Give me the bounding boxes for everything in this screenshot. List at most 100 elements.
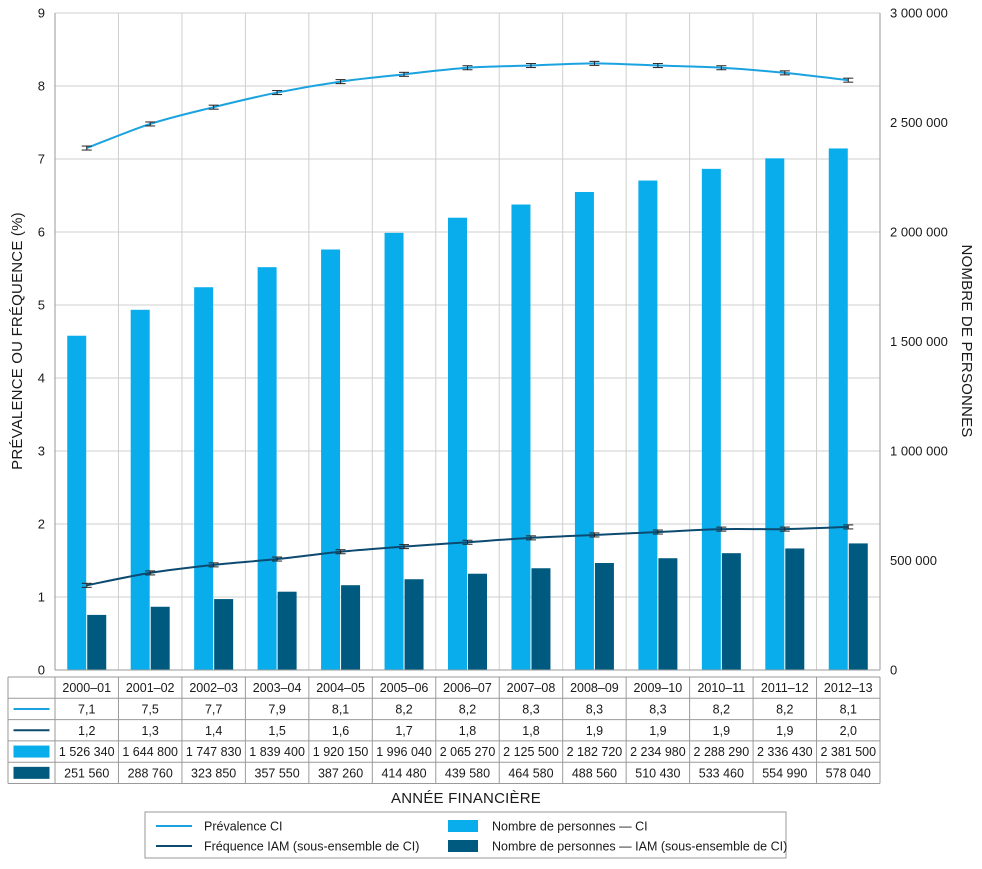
x-tick-label: 2002–03 — [189, 681, 238, 695]
y-left-tick-label: 0 — [38, 663, 45, 678]
x-tick-label: 2004–05 — [316, 681, 365, 695]
gridlines — [54, 12, 881, 671]
x-tick-label: 2003–04 — [253, 681, 302, 695]
bar — [721, 553, 741, 670]
data-label: 8,1 — [332, 702, 349, 716]
data-label: 1,3 — [141, 724, 158, 738]
data-label: 1,5 — [268, 724, 285, 738]
y-left-tick-label: 4 — [38, 371, 45, 386]
legend-swatch — [448, 820, 478, 832]
data-label: 414 480 — [381, 766, 426, 780]
bar — [194, 287, 214, 670]
bar — [765, 158, 785, 670]
bar — [257, 267, 277, 670]
legend-swatch — [448, 840, 478, 852]
y-right-tick-label: 1 000 000 — [890, 444, 948, 459]
bar — [277, 591, 297, 670]
data-label: 464 580 — [508, 766, 553, 780]
bar — [468, 573, 487, 670]
bar — [448, 217, 467, 670]
bar — [785, 548, 805, 670]
data-label: 488 560 — [572, 766, 617, 780]
y-left-tick-label: 2 — [38, 517, 45, 532]
data-label: 1,4 — [205, 724, 222, 738]
bar — [531, 568, 551, 670]
y-right-tick-label: 0 — [890, 663, 897, 678]
y-left-tick-label: 1 — [38, 590, 45, 605]
data-label: 8,2 — [776, 702, 793, 716]
x-tick-label: 2000–01 — [62, 681, 111, 695]
y-left-tick-label: 6 — [38, 225, 45, 240]
data-label: 8,2 — [395, 702, 412, 716]
data-label: 1,2 — [78, 724, 95, 738]
y-left-tick-label: 5 — [38, 298, 45, 313]
data-label: 1 839 400 — [249, 745, 305, 759]
series-line — [86, 62, 849, 149]
bar — [87, 614, 107, 670]
bar — [150, 606, 170, 670]
data-label: 323 850 — [191, 766, 236, 780]
data-label: 1,9 — [776, 724, 793, 738]
data-label: 1,9 — [586, 724, 603, 738]
y-right-tick-label: 500 000 — [890, 553, 937, 568]
data-label: 1,8 — [459, 724, 476, 738]
bar — [321, 249, 341, 670]
data-label: 8,2 — [713, 702, 730, 716]
data-label: 510 430 — [635, 766, 680, 780]
data-label: 387 260 — [318, 766, 363, 780]
data-label: 2 182 720 — [567, 745, 623, 759]
data-label: 2 065 270 — [440, 745, 496, 759]
data-label: 357 550 — [255, 766, 300, 780]
bar — [828, 148, 848, 670]
data-label: 288 760 — [128, 766, 173, 780]
bar — [130, 309, 150, 670]
data-label: 1 644 800 — [122, 745, 178, 759]
data-label: 7,9 — [268, 702, 285, 716]
data-label: 8,1 — [840, 702, 857, 716]
data-label: 2,0 — [840, 724, 857, 738]
data-label: 1,9 — [713, 724, 730, 738]
legend-label: Prévalence CI — [204, 820, 283, 834]
bars — [67, 148, 868, 671]
bar — [511, 204, 531, 670]
data-label: 1,9 — [649, 724, 666, 738]
bar — [701, 168, 721, 670]
bar — [594, 563, 614, 670]
data-label: 578 040 — [826, 766, 871, 780]
y-axis-left-title: PRÉVALENCE OU FRÉQUENCE (%) — [9, 212, 26, 470]
data-label: 251 560 — [64, 766, 109, 780]
y-left-tick-label: 8 — [38, 79, 45, 94]
y-left-tick-label: 3 — [38, 444, 45, 459]
data-label: 1 526 340 — [59, 745, 115, 759]
legend-label: Fréquence IAM (sous-ensemble de CI) — [204, 840, 419, 854]
data-label: 439 580 — [445, 766, 490, 780]
data-label: 7,5 — [141, 702, 158, 716]
y-right-tick-label: 2 500 000 — [890, 115, 948, 130]
data-label: 7,7 — [205, 702, 222, 716]
table-series-key — [13, 745, 50, 758]
lines — [81, 60, 854, 588]
data-label: 8,3 — [522, 702, 539, 716]
legend-label: Nombre de personnes — IAM (sous-ensemble… — [492, 840, 787, 854]
legend-label: Nombre de personnes — CI — [492, 820, 648, 834]
bar — [341, 585, 361, 670]
data-label: 1 996 040 — [376, 745, 432, 759]
x-tick-label: 2001–02 — [126, 681, 175, 695]
table-series-key — [13, 766, 50, 779]
y-left-tick-label: 9 — [38, 6, 45, 21]
x-tick-label: 2007–08 — [507, 681, 556, 695]
data-label: 2 381 500 — [820, 745, 876, 759]
y-right-tick-label: 1 500 000 — [890, 334, 948, 349]
data-label: 1 920 150 — [313, 745, 369, 759]
bar — [658, 558, 678, 670]
data-label: 2 125 500 — [503, 745, 559, 759]
bar — [638, 180, 658, 671]
axes: 0 1 2 3 4 5 6 7 8 9 0 500 000 1 000 000 1 500 000 2 00… — [38, 6, 948, 678]
data-table: 2000–01 2001–02 2002–03 2003–04 2004–05 2005–… — [7, 676, 881, 784]
data-label: 1 747 830 — [186, 745, 242, 759]
data-label: 2 288 290 — [694, 745, 750, 759]
data-label: 533 460 — [699, 766, 744, 780]
y-right-tick-label: 2 000 000 — [890, 225, 948, 240]
data-label: 2 234 980 — [630, 745, 686, 759]
x-axis-title: ANNÉE FINANCIÈRE — [391, 790, 541, 807]
